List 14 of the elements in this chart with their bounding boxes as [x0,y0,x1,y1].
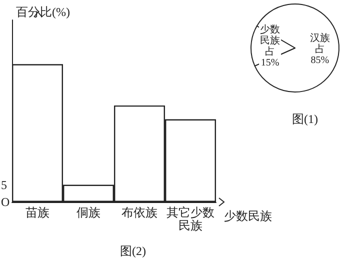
data-label: 85% [310,54,330,66]
x-axis-title: 少数民族 [224,209,272,223]
y-axis-title: 百分比(%) [16,5,70,19]
x-tick-label: 侗族 [76,206,100,220]
text: O [1,195,10,209]
data-label: 15% [260,58,280,69]
text: 图(2) [120,244,146,258]
text: 图(1) [292,112,318,126]
x-tick-label: 苗族 [26,206,50,220]
x-tick-label: 其它少数民族 [166,206,214,232]
slice-label: 少数民族占 [260,24,280,58]
slice-label: 汉族占 [310,32,330,55]
text: 5 [1,178,7,192]
x-tick-label: 布依族 [122,206,158,220]
